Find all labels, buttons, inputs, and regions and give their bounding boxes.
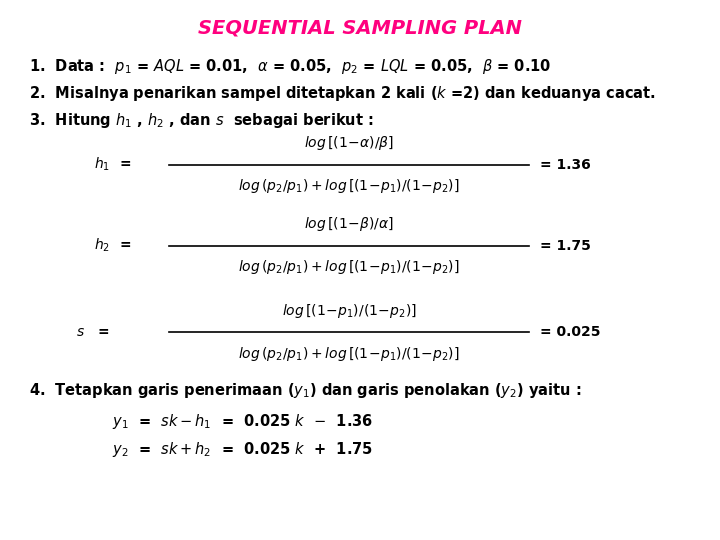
Text: 3.  Hitung $h_1$ , $h_2$ , dan $s$  sebagai berikut :: 3. Hitung $h_1$ , $h_2$ , dan $s$ sebaga… — [29, 111, 374, 130]
Text: $log\,(p_2/p_1)+log\,[(1\!-\!p_1)/(1\!-\!p_2)]$: $log\,(p_2/p_1)+log\,[(1\!-\!p_1)/(1\!-\… — [238, 345, 460, 363]
Text: $h_2$  =: $h_2$ = — [94, 237, 131, 254]
Text: $log\,(p_2/p_1)+log\,[(1\!-\!p_1)/(1\!-\!p_2)]$: $log\,(p_2/p_1)+log\,[(1\!-\!p_1)/(1\!-\… — [238, 258, 460, 276]
Text: $log\,[(1\!-\!\beta)/\alpha]$: $log\,[(1\!-\!\beta)/\alpha]$ — [305, 215, 394, 233]
Text: $log\,(p_2/p_1)+log\,[(1\!-\!p_1)/(1\!-\!p_2)]$: $log\,(p_2/p_1)+log\,[(1\!-\!p_1)/(1\!-\… — [238, 177, 460, 195]
Text: $h_1$  =: $h_1$ = — [94, 156, 131, 173]
Text: $s$   =: $s$ = — [76, 325, 109, 339]
Text: $y_2$  =  $sk + h_2$  =  0.025 $k$  +  1.75: $y_2$ = $sk + h_2$ = 0.025 $k$ + 1.75 — [112, 440, 373, 459]
Text: 2.  Misalnya penarikan sampel ditetapkan 2 kali ($k$ =2) dan keduanya cacat.: 2. Misalnya penarikan sampel ditetapkan … — [29, 84, 656, 103]
Text: = 0.025: = 0.025 — [540, 325, 600, 339]
Text: 4.  Tetapkan garis penerimaan ($y_1$) dan garis penolakan ($y_2$) yaitu :: 4. Tetapkan garis penerimaan ($y_1$) dan… — [29, 381, 581, 400]
Text: $log\,[(1\!-\!p_1)/(1\!-\!p_2)]$: $log\,[(1\!-\!p_1)/(1\!-\!p_2)]$ — [282, 301, 417, 320]
Text: $y_1$  =  $sk - h_1$  =  0.025 $k$  $-$  1.36: $y_1$ = $sk - h_1$ = 0.025 $k$ $-$ 1.36 — [112, 412, 373, 431]
Text: = 1.36: = 1.36 — [540, 158, 590, 172]
Text: SEQUENTIAL SAMPLING PLAN: SEQUENTIAL SAMPLING PLAN — [198, 19, 522, 38]
Text: $log\,[(1\!-\!\alpha)/\beta]$: $log\,[(1\!-\!\alpha)/\beta]$ — [305, 134, 394, 152]
Text: = 1.75: = 1.75 — [540, 239, 591, 253]
Text: 1.  Data :  $p_1$ = $AQL$ = 0.01,  $\alpha$ = 0.05,  $p_2$ = $LQL$ = 0.05,  $\be: 1. Data : $p_1$ = $AQL$ = 0.01, $\alpha$… — [29, 57, 551, 76]
